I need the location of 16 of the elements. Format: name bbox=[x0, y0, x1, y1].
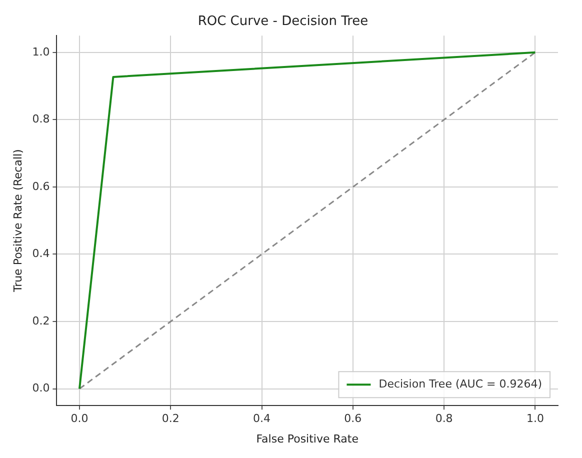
y-tick-label: 0.0 bbox=[32, 382, 50, 395]
x-tick-label: 0.0 bbox=[70, 412, 88, 426]
y-axis-title: True Positive Rate (Recall) bbox=[11, 149, 24, 294]
y-tick-label: 1.0 bbox=[32, 45, 50, 58]
y-tick-label: 0.2 bbox=[32, 314, 50, 328]
x-tick-label: 0.6 bbox=[344, 412, 362, 426]
y-tick-label: 0.8 bbox=[32, 112, 50, 126]
x-axis-title: False Positive Rate bbox=[256, 432, 359, 446]
x-tick-label: 0.4 bbox=[253, 412, 271, 426]
chart-title: ROC Curve - Decision Tree bbox=[198, 14, 368, 30]
legend-label: Decision Tree (AUC = 0.9264) bbox=[378, 377, 542, 390]
y-tick-label: 0.4 bbox=[32, 247, 50, 260]
y-tick-label: 0.6 bbox=[32, 180, 50, 193]
x-tick-label: 0.8 bbox=[435, 412, 453, 426]
x-tick-label: 0.2 bbox=[162, 412, 180, 426]
x-tick-label: 1.0 bbox=[526, 412, 544, 426]
